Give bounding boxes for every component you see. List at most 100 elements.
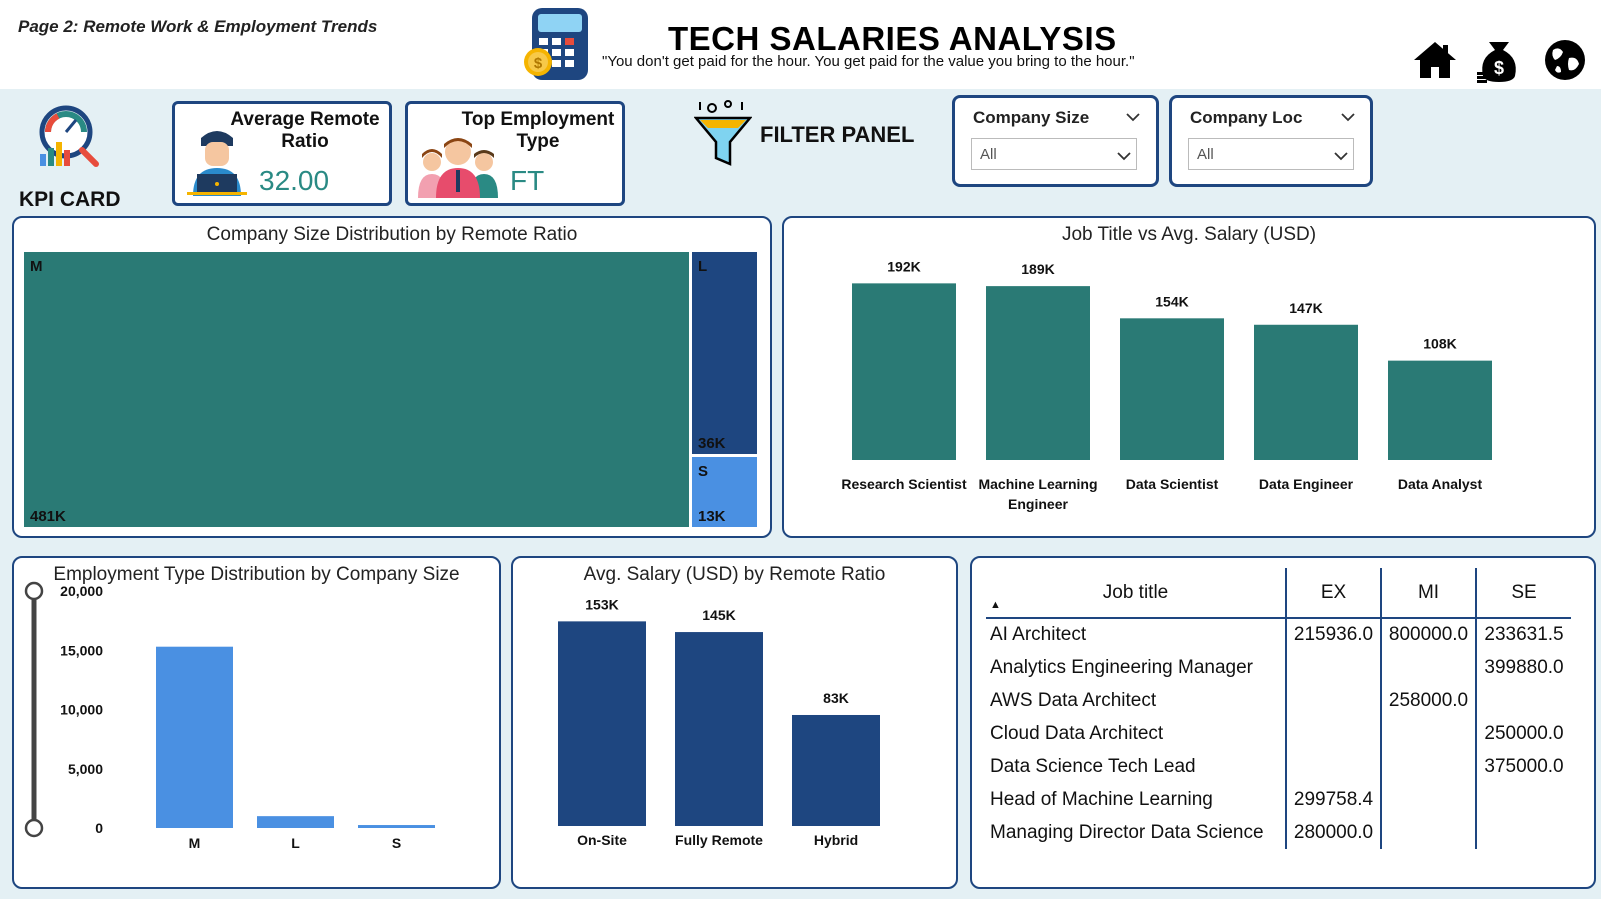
sort-ascending-icon[interactable]: ▲ — [990, 599, 1001, 611]
top-employment-value: FT — [510, 165, 545, 196]
job-bar[interactable] — [986, 286, 1090, 460]
top-employment-label: Top Employment Type — [461, 109, 615, 152]
job-bar-label: 154K — [1155, 293, 1188, 309]
row-salary-cell: 800000.0 — [1380, 618, 1476, 651]
kpi-card-avg-remote: Average Remote Ratio 32.00 — [172, 101, 392, 206]
treemap-tile-category: S — [698, 463, 709, 480]
remote-category-label: Hybrid — [814, 832, 858, 848]
dropdown-chevron-icon[interactable] — [1333, 149, 1349, 167]
table-row[interactable]: Analytics Engineering Manager 399880.0 — [986, 651, 1571, 684]
job-bar[interactable] — [852, 283, 956, 460]
row-salary-cell — [1380, 717, 1476, 750]
job-bar[interactable] — [1120, 318, 1224, 460]
emp-y-tick: 15,000 — [60, 642, 103, 658]
emp-chart-panel: Employment Type Distribution by Company … — [12, 556, 501, 889]
money-bag-icon[interactable]: $ — [1475, 36, 1523, 84]
job-bar-label: 192K — [887, 258, 920, 274]
emp-bar[interactable] — [358, 825, 435, 828]
emp-y-tick: 0 — [95, 820, 103, 836]
remote-bar[interactable] — [792, 714, 880, 826]
slicer-company-size-dropdown[interactable]: All — [971, 138, 1137, 170]
table-row[interactable]: Managing Director Data Science 280000.0 — [986, 816, 1571, 849]
job-matrix-table: Job title ▲ EX MI SE AI Architect 215936.0 8000… — [986, 568, 1571, 849]
calculator-icon: $ — [522, 6, 596, 84]
range-slider-handle-top[interactable] — [24, 581, 44, 601]
slicer-company-size-value: All — [980, 146, 997, 163]
job-matrix-panel: Job title ▲ EX MI SE AI Architect 215936.0 8000… — [970, 556, 1596, 889]
table-row[interactable]: Data Science Tech Lead 375000.0 — [986, 750, 1571, 783]
treemap-tile-m[interactable]: M 481K — [24, 252, 689, 527]
chevron-down-icon[interactable] — [1125, 110, 1141, 128]
row-salary-cell: 375000.0 — [1475, 750, 1571, 783]
slicer-company-size-title: Company Size — [973, 108, 1090, 127]
remote-chart-svg: 153K On-Site 145K Fully Remote 83K Hybrid — [558, 596, 880, 848]
job-bar-label: 147K — [1289, 300, 1322, 316]
job-matrix-wrap: Job title ▲ EX MI SE AI Architect 215936.0 8000… — [986, 568, 1586, 878]
svg-text:$: $ — [1494, 58, 1504, 78]
page-title: TECH SALARIES ANALYSIS — [668, 20, 1117, 57]
page-label: Page 2: Remote Work & Employment Trends — [18, 17, 378, 36]
job-chart-svg: 192K Research Scientist 189K Machine Learni… — [841, 258, 1492, 512]
emp-bar[interactable] — [156, 646, 233, 828]
dropdown-chevron-icon[interactable] — [1116, 149, 1132, 167]
row-salary-cell: 299758.4 — [1285, 783, 1381, 816]
job-bar[interactable] — [1388, 360, 1492, 460]
remote-bar-label: 83K — [823, 690, 849, 706]
treemap-title: Company Size Distribution by Remote Rati… — [206, 224, 578, 245]
range-slider-handle-bottom[interactable] — [24, 818, 44, 838]
filter-panel-label: FILTER PANEL — [760, 122, 915, 147]
row-salary-cell — [1285, 717, 1381, 750]
avg-remote-value: 32.00 — [259, 165, 330, 196]
chevron-down-icon[interactable] — [1340, 110, 1356, 128]
team-icon — [416, 134, 500, 198]
row-job-title: AI Architect — [990, 624, 1087, 645]
slicer-company-loc-dropdown[interactable]: All — [1188, 138, 1354, 170]
kpi-section-label: KPI CARD — [19, 188, 121, 211]
row-salary-cell — [1475, 783, 1571, 816]
remote-chart-title: Avg. Salary (USD) by Remote Ratio — [583, 564, 886, 585]
column-header-se[interactable]: SE — [1475, 568, 1571, 619]
remote-bar[interactable] — [558, 621, 646, 826]
emp-chart-title: Employment Type Distribution by Company … — [53, 564, 460, 585]
row-salary-cell: 258000.0 — [1380, 684, 1476, 717]
remote-bar[interactable] — [675, 632, 763, 826]
row-salary-cell — [1380, 750, 1476, 783]
emp-y-tick: 5,000 — [68, 761, 103, 777]
emp-category-label: S — [392, 835, 401, 851]
row-salary-cell — [1380, 783, 1476, 816]
emp-bar[interactable] — [257, 816, 334, 828]
column-header-mi[interactable]: MI — [1380, 568, 1476, 619]
emp-category-label: M — [189, 835, 201, 851]
row-salary-cell — [1285, 684, 1381, 717]
remote-category-label: Fully Remote — [675, 832, 763, 848]
slicer-company-size[interactable]: Company Size All — [952, 95, 1159, 187]
job-category-label: Engineer — [1008, 496, 1068, 512]
row-salary-cell — [1380, 651, 1476, 684]
slicer-company-loc[interactable]: Company Loc All — [1169, 95, 1373, 187]
row-salary-cell: 250000.0 — [1475, 717, 1571, 750]
table-row[interactable]: Cloud Data Architect 250000.0 — [986, 717, 1571, 750]
table-row[interactable]: AI Architect 215936.0 800000.0 233631.5 — [986, 618, 1571, 651]
table-row[interactable]: AWS Data Architect 258000.0 — [986, 684, 1571, 717]
row-salary-cell — [1285, 750, 1381, 783]
header-bar — [0, 0, 1601, 89]
table-row[interactable]: Head of Machine Learning 299758.4 — [986, 783, 1571, 816]
remote-chart-panel: Avg. Salary (USD) by Remote Ratio 153K On… — [511, 556, 958, 889]
svg-text:$: $ — [534, 55, 543, 72]
treemap-tile-l[interactable]: L 36K — [692, 252, 757, 454]
job-chart-panel: Job Title vs Avg. Salary (USD) 192K Resea… — [782, 216, 1596, 538]
row-job-title: Cloud Data Architect — [990, 722, 1164, 744]
treemap-tile-s[interactable]: S 13K — [692, 457, 757, 527]
job-bar[interactable] — [1254, 324, 1358, 460]
home-icon[interactable] — [1412, 40, 1458, 80]
column-header-job-title[interactable]: Job title ▲ — [986, 568, 1286, 619]
page-quote: "You don't get paid for the hour. You ge… — [602, 53, 1135, 70]
job-category-label: Research Scientist — [841, 476, 967, 492]
job-bar-label: 108K — [1423, 336, 1456, 352]
row-job-title: Head of Machine Learning — [990, 788, 1213, 810]
treemap-tile-value: 481K — [30, 508, 66, 525]
row-salary-cell — [1380, 816, 1476, 849]
table-header-row: Job title ▲ EX MI SE — [986, 568, 1571, 619]
column-header-ex[interactable]: EX — [1285, 568, 1381, 619]
globe-icon[interactable] — [1543, 38, 1587, 82]
